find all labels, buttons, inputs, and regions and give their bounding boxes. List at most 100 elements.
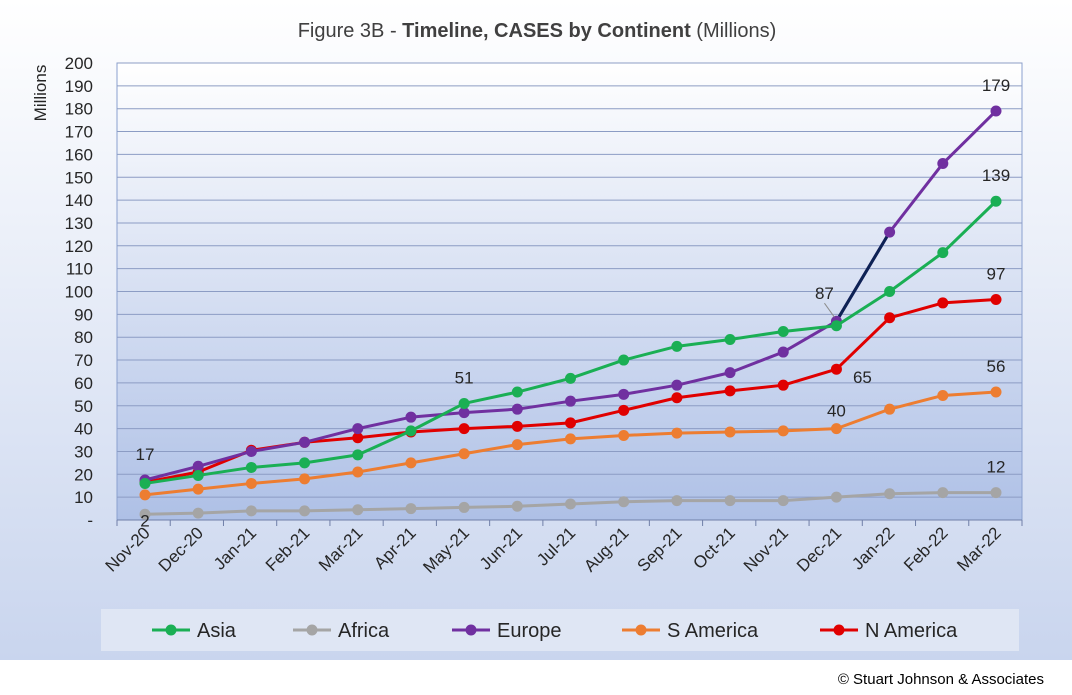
data-label: 17 [136,445,155,464]
data-point [245,505,257,517]
y-tick-label: 130 [65,214,93,233]
legend-marker [165,624,177,636]
data-point [299,436,311,448]
data-point [299,505,311,517]
data-label: 51 [455,368,474,387]
title-prefix: Figure 3B - [298,20,402,42]
data-label: 2 [140,511,149,530]
legend-item-n-america: N America [820,620,958,642]
data-point [352,504,364,516]
y-tick-label: 80 [74,328,93,347]
data-point [139,489,151,501]
legend-marker [635,624,647,636]
legend: Asia Africa Europe S America N America [152,620,958,642]
title-suffix: (Millions) [691,20,777,42]
legend-item-africa: Africa [293,620,390,642]
y-tick-label: 40 [74,420,93,439]
data-point [990,386,1002,398]
data-point [299,457,311,469]
legend-label: Africa [338,620,390,642]
y-tick-label: 190 [65,77,93,96]
data-point [990,195,1002,207]
data-point [458,501,470,513]
legend-marker [306,624,318,636]
legend-label: S America [667,620,759,642]
data-label: 56 [987,357,1006,376]
highlight-segment [835,231,891,322]
data-point [511,439,523,451]
data-label: 12 [987,458,1006,477]
y-tick-label: 10 [74,488,93,507]
data-point [777,495,789,507]
copyright-note: © Stuart Johnson & Associates [838,671,1044,688]
data-point [990,293,1002,305]
y-tick-label: 150 [65,168,93,187]
data-point [671,379,683,391]
data-point [618,388,630,400]
y-tick-label: 90 [74,305,93,324]
data-point [405,457,417,469]
legend-label: Asia [197,620,237,642]
data-point [724,385,736,397]
data-point [245,445,257,457]
data-point [884,312,896,324]
data-point [405,503,417,515]
data-point [937,487,949,499]
data-point [565,417,576,429]
chart-title: Figure 3B - Timeline, CASES by Continent… [298,20,777,42]
y-tick-label: 200 [65,54,93,73]
y-tick-label: 100 [65,283,93,302]
series-europe [139,105,1002,486]
data-point [671,495,683,507]
data-point [565,395,576,407]
series-s-america [139,386,1002,501]
label-leader-line [824,302,835,318]
data-point [830,363,842,375]
y-tick-label: 20 [74,465,93,484]
data-point [458,397,470,409]
data-point [245,477,257,489]
data-point [990,487,1002,499]
legend-item-s-america: S America [622,620,759,642]
data-point [511,386,523,398]
data-point [937,158,949,170]
data-point [937,247,949,259]
data-point [990,105,1002,117]
data-point [352,423,364,435]
y-tick-label: 70 [74,351,93,370]
data-point [192,460,204,472]
data-labels: 17 2 51 87 65 40 179 139 97 56 12 [136,76,1011,530]
y-tick-label: 140 [65,191,93,210]
series-asia [139,195,1002,489]
data-point [618,404,630,416]
data-point [405,411,417,423]
data-point [299,473,311,485]
gridlines [117,62,1022,498]
y-tick-label: 160 [65,145,93,164]
data-point [937,389,949,401]
y-axis-title: Millions [31,65,50,122]
data-point [458,407,470,419]
data-point [777,346,789,358]
data-point [565,372,576,384]
data-point [724,426,736,438]
title-bold: Timeline, CASES by Continent [402,20,691,42]
data-point [139,508,151,520]
data-point [671,427,683,439]
legend-item-europe: Europe [452,620,562,642]
data-point [352,466,364,478]
data-point [884,403,896,415]
data-point [724,333,736,345]
series-africa [139,487,1002,520]
legend-marker [833,624,845,636]
y-tick-label: 60 [74,374,93,393]
data-label: 139 [982,166,1010,185]
data-point [458,448,470,460]
data-point [777,425,789,437]
data-point [192,483,204,495]
data-point [192,469,204,481]
data-point [724,495,736,507]
data-label: 65 [853,368,872,387]
